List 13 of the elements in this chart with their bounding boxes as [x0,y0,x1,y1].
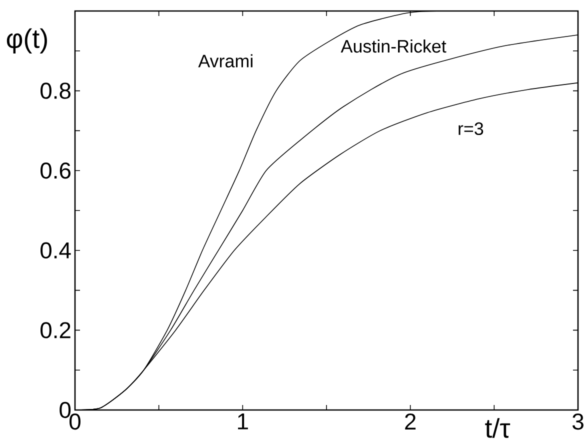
y-tick-label: 0.2 [40,322,70,338]
y-axis-title: φ(t) [6,28,47,54]
x-tick-label: 3 [572,414,584,430]
y-tick-label: 0.6 [40,162,70,179]
series-label: Austin-Ricket [340,40,446,53]
series-label: Avrami [198,54,252,68]
y-tick-label: 0.8 [40,82,70,99]
x-axis-title: t/τ [485,418,510,438]
y-tick-label: 0 [60,402,71,418]
series-label: r=3 [458,122,484,136]
y-tick-label: 0.4 [40,242,71,259]
x-tick-label: 2 [405,414,416,430]
x-tick-label: 1 [238,414,248,430]
